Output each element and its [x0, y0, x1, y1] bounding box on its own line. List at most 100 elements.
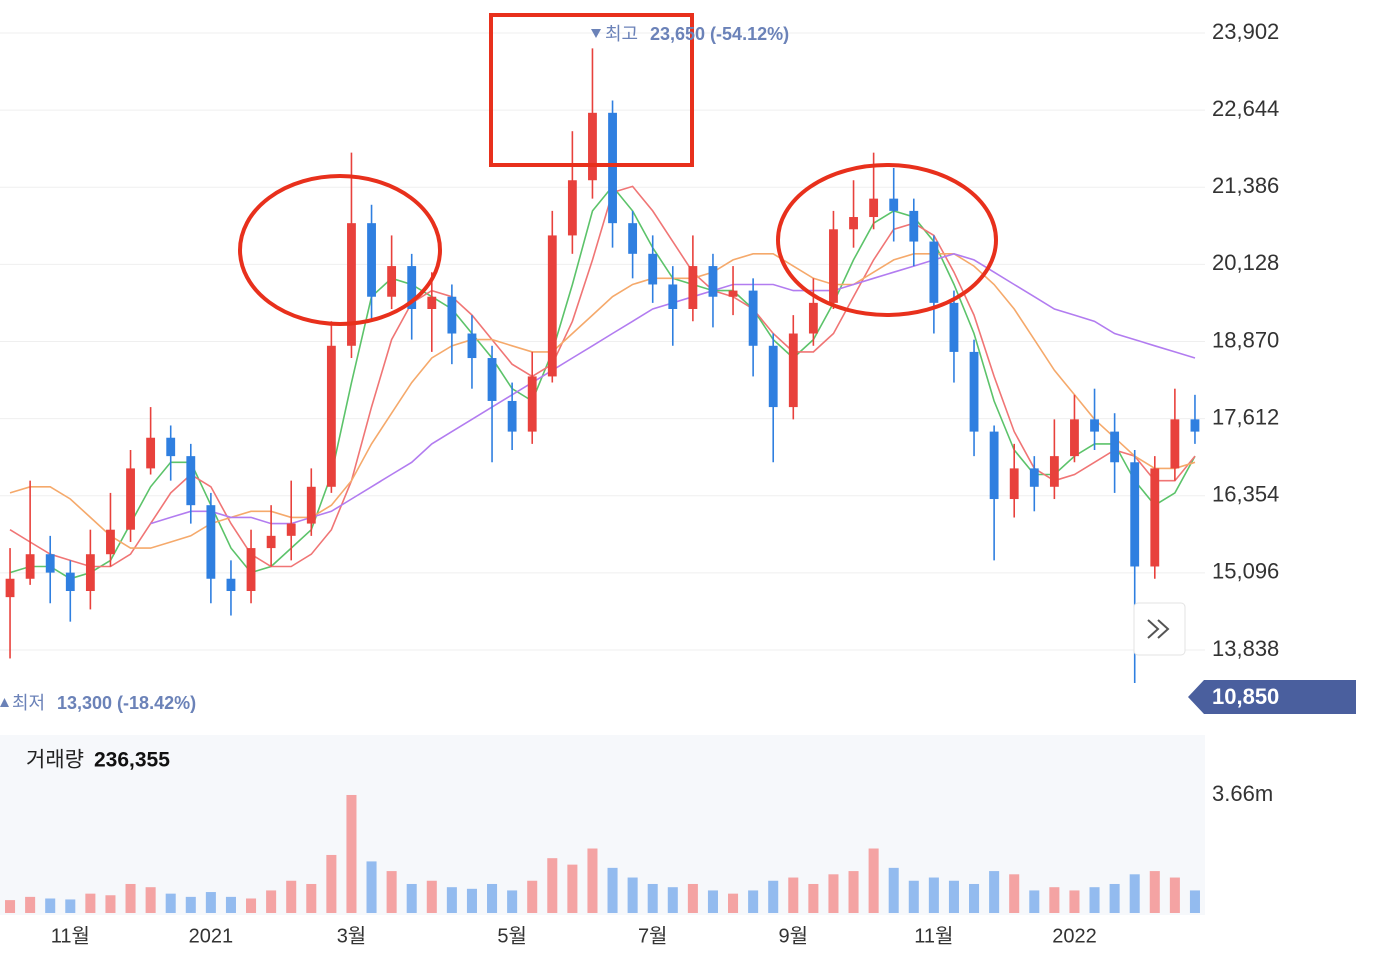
volume-bar [286, 880, 297, 913]
candle-body [266, 535, 276, 549]
high-marker [591, 29, 601, 38]
candle-body [286, 523, 296, 536]
candle-body [648, 253, 658, 285]
low-value: 13,300 (-18.42%) [57, 693, 196, 713]
y-tick-label: 15,096 [1212, 559, 1279, 584]
scroll-button[interactable] [1133, 602, 1186, 656]
candle-body [829, 229, 838, 303]
x-tick-label: 11월 [51, 924, 90, 947]
highlight-box [489, 13, 694, 167]
volume-bar [989, 871, 1000, 913]
moving-average-line [9, 185, 1196, 568]
volume-bar [25, 896, 36, 913]
volume-bar [1069, 890, 1080, 913]
volume-bar [627, 877, 638, 913]
candle-body [849, 217, 858, 230]
candle-body [45, 554, 55, 573]
candle-body [547, 235, 557, 377]
y-tick-label: 21,386 [1212, 173, 1279, 198]
volume-bar [788, 877, 799, 913]
volume-bar [426, 880, 437, 913]
candle-body [668, 284, 678, 309]
y-tick-label: 18,870 [1212, 327, 1279, 352]
candle-body [889, 198, 899, 211]
volume-panel [0, 735, 1205, 915]
candle-body [1009, 468, 1019, 500]
volume-bar [45, 898, 56, 913]
candle-body [909, 210, 919, 242]
volume-bar [768, 880, 779, 913]
low-label: 최저 [12, 693, 45, 713]
volume-bar [707, 890, 718, 913]
low-marker [0, 698, 9, 707]
candle-body [387, 266, 397, 297]
candle-body [688, 266, 698, 309]
moving-average-line [9, 185, 1196, 580]
y-tick-label: 20,128 [1212, 250, 1279, 275]
candle-body [206, 505, 216, 579]
volume-bar [5, 900, 16, 913]
candle-body [126, 468, 135, 530]
candle-body [507, 400, 517, 432]
candle-body [588, 112, 597, 181]
candle-body [85, 554, 95, 592]
x-tick-label: 5월 [497, 924, 527, 947]
volume-bar [647, 883, 658, 913]
volume-bar [607, 867, 618, 913]
x-tick-label: 2022 [1052, 925, 1097, 947]
x-tick-label: 2021 [189, 925, 234, 947]
volume-bar [1089, 887, 1100, 913]
volume-bar [728, 893, 739, 913]
volume-bar [848, 871, 859, 913]
volume-bar [748, 890, 759, 913]
highlight-ellipse [776, 163, 998, 317]
candle-body [5, 578, 15, 598]
volume-bars [5, 794, 1200, 913]
volume-bar [266, 890, 277, 913]
candle-body [1070, 419, 1079, 457]
candle-body [65, 572, 75, 592]
volume-bar [1049, 887, 1060, 913]
candle-body [186, 456, 196, 506]
volume-bar [908, 880, 919, 913]
volume-bar [1189, 890, 1200, 913]
x-tick-label: 9월 [779, 924, 809, 947]
candle-body [326, 345, 336, 487]
candle-body [1190, 419, 1200, 432]
volume-bar [1029, 890, 1040, 913]
candle-body [306, 486, 316, 524]
candle-body [869, 198, 879, 218]
volume-bar [547, 858, 558, 913]
candle-body [949, 302, 959, 352]
candle-body [166, 437, 176, 457]
volume-current: 236,355 [94, 749, 170, 772]
volume-bar [1009, 874, 1020, 913]
volume-bar [406, 883, 417, 913]
volume-bar [667, 887, 678, 913]
volume-bar [567, 864, 578, 913]
scroll-button-bg[interactable] [1133, 602, 1186, 656]
volume-bar [808, 883, 819, 913]
x-tick-label: 7월 [638, 924, 668, 947]
candles [5, 48, 1200, 683]
volume-bar [326, 854, 337, 913]
candle-body [1029, 468, 1039, 487]
volume-bar [527, 880, 538, 913]
volume-bar [306, 883, 317, 913]
candle-body [367, 223, 376, 297]
scroll-icon[interactable] [1147, 619, 1170, 639]
volume-bar [205, 892, 216, 913]
candle-body [608, 112, 617, 224]
volume-bar [828, 874, 839, 913]
candle-body [1130, 462, 1140, 567]
high-value: 23,650 (-54.12%) [650, 24, 789, 44]
highlight-ellipse [238, 174, 442, 326]
y-tick-label: 17,612 [1212, 404, 1279, 429]
volume-bar [165, 893, 176, 913]
candle-body [347, 223, 356, 346]
current-price-tag [1188, 680, 1356, 714]
x-tick-label: 11월 [914, 924, 953, 947]
volume-bar [386, 871, 397, 913]
y-tick-label: 13,838 [1212, 636, 1279, 661]
